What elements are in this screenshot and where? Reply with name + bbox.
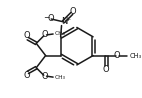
Text: O: O (48, 14, 55, 23)
Text: −: − (43, 13, 50, 22)
Text: CH₃: CH₃ (130, 53, 142, 59)
Text: O: O (23, 31, 30, 40)
Text: O: O (41, 30, 48, 39)
Text: CH₃: CH₃ (55, 31, 66, 36)
Text: N: N (61, 17, 67, 26)
Text: O: O (69, 7, 76, 16)
Text: CH₃: CH₃ (55, 75, 66, 80)
Text: +: + (65, 17, 70, 22)
Text: O: O (23, 71, 30, 80)
Text: O: O (41, 72, 48, 81)
Text: O: O (103, 65, 109, 74)
Text: O: O (114, 51, 120, 60)
